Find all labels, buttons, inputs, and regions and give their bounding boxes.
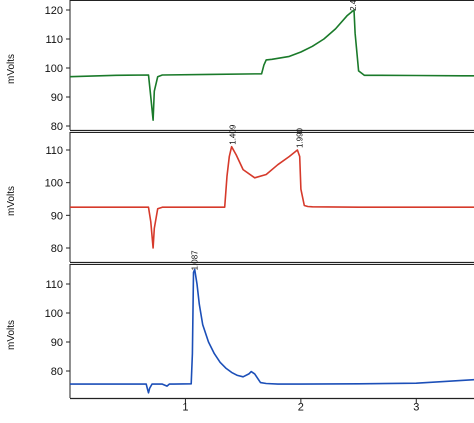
y-axis-label: mVolts <box>6 186 17 216</box>
y-tick-label: 90 <box>51 337 63 349</box>
y-tick-label: 110 <box>45 279 63 291</box>
peak-label: 1.409 <box>229 124 238 145</box>
y-tick-label: 110 <box>45 145 63 157</box>
peak-label: 2.45? <box>349 0 358 11</box>
series-line-2 <box>70 145 474 249</box>
chart-panel-1: 80 90 100 110 120 mVolts 2.45? <box>6 0 474 133</box>
chart-panel-2: 80 90 100 110 mVolts 1.409 1.990 <box>6 124 474 264</box>
series-line-1 <box>69 9 474 121</box>
y-tick-label: 100 <box>45 63 63 75</box>
chart-panel-3: 80 90 100 110 mVolts 1.087 1 2 3 <box>6 250 474 414</box>
x-tick-label: 1 <box>182 402 188 414</box>
peak-label: 1.087 <box>191 250 200 271</box>
y-tick-label: 80 <box>51 121 63 133</box>
series-line-3 <box>70 268 474 394</box>
y-tick-label: 110 <box>45 34 63 46</box>
y-tick-label: 80 <box>51 366 63 378</box>
peak-label: 1.990 <box>296 127 305 148</box>
y-axis-label: mVolts <box>6 54 17 84</box>
y-axis-label: mVolts <box>6 320 17 350</box>
y-tick-label: 90 <box>51 210 63 222</box>
x-tick-label: 2 <box>298 402 304 414</box>
x-tick-label: 3 <box>413 402 419 414</box>
y-tick-label: 120 <box>45 5 63 17</box>
y-tick-label: 90 <box>51 92 63 104</box>
y-tick-label: 100 <box>45 178 63 190</box>
y-tick-label: 80 <box>51 243 63 255</box>
y-tick-label: 100 <box>45 308 63 320</box>
